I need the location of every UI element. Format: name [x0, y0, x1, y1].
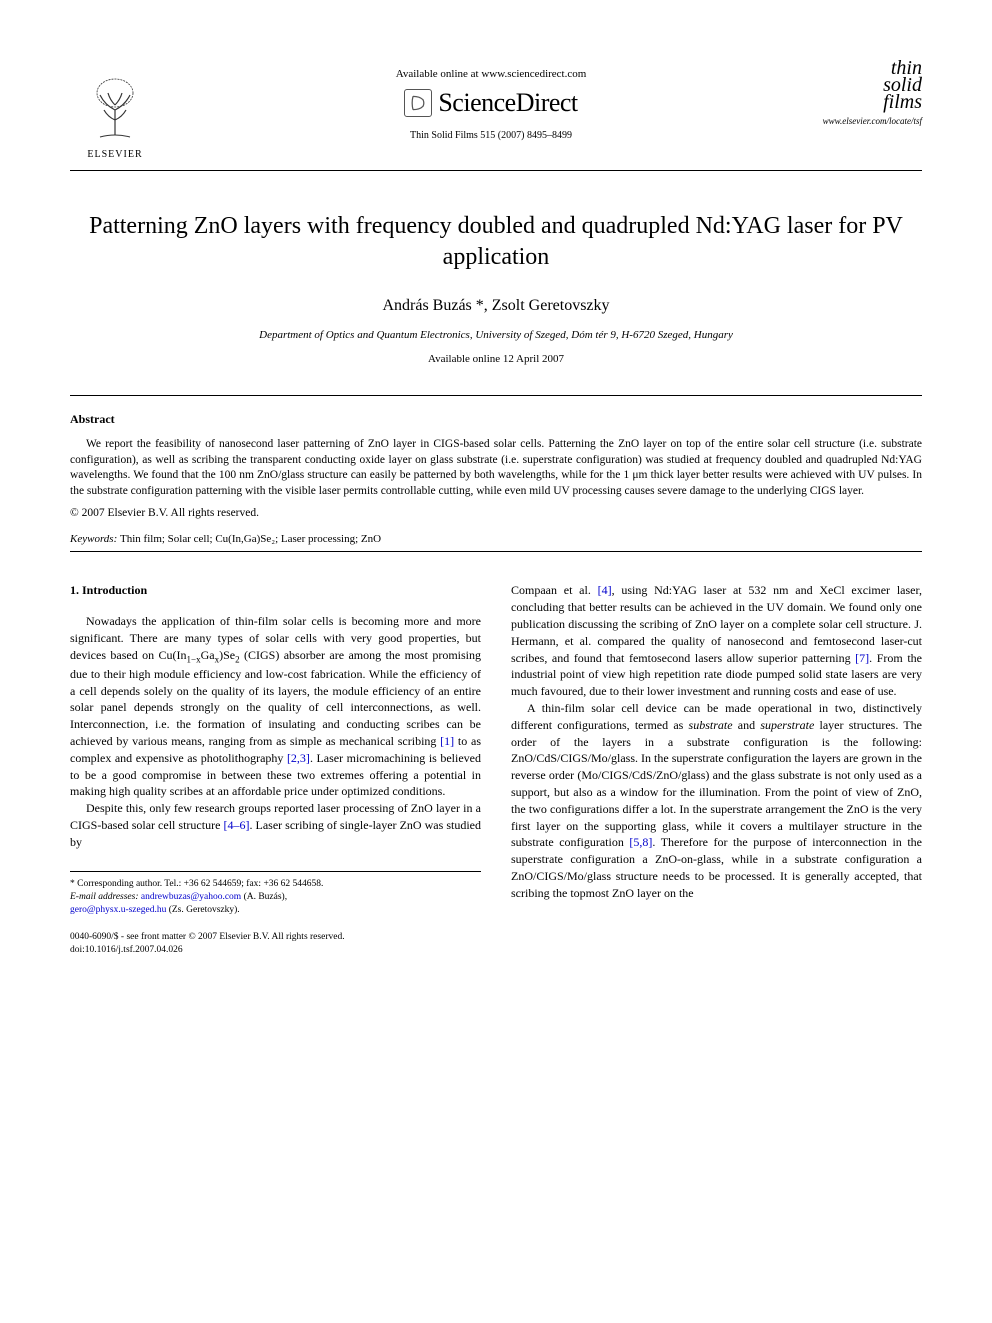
- left-column: 1. Introduction Nowadays the application…: [70, 582, 481, 956]
- corresponding-author: * Corresponding author. Tel.: +36 62 544…: [70, 878, 481, 891]
- ref-link-4-6[interactable]: [4–6]: [223, 818, 249, 832]
- intro-paragraph-2-right: Compaan et al. [4], using Nd:YAG laser a…: [511, 582, 922, 700]
- elsevier-tree-icon: [80, 75, 150, 145]
- date-line: Available online 12 April 2007: [70, 353, 922, 365]
- issn-line: 0040-6090/$ - see front matter © 2007 El…: [70, 931, 481, 943]
- affiliation: Department of Optics and Quantum Electro…: [70, 329, 922, 341]
- email-link-1[interactable]: andrewbuzas@yahoo.com: [141, 892, 241, 902]
- right-column: Compaan et al. [4], using Nd:YAG laser a…: [511, 582, 922, 956]
- paper-title: Patterning ZnO layers with frequency dou…: [70, 211, 922, 273]
- journal-logo: thin solid films www.elsevier.com/locate…: [822, 60, 922, 140]
- journal-url: www.elsevier.com/locate/tsf: [822, 118, 922, 126]
- body-columns: 1. Introduction Nowadays the application…: [70, 582, 922, 956]
- email-addresses: E-mail addresses: andrewbuzas@yahoo.com …: [70, 891, 481, 918]
- footnotes: * Corresponding author. Tel.: +36 62 544…: [70, 871, 481, 918]
- elsevier-logo: ELSEVIER: [70, 60, 160, 160]
- intro-paragraph-1: Nowadays the application of thin-film so…: [70, 613, 481, 800]
- ref-link-5-8[interactable]: [5,8]: [629, 835, 652, 849]
- keywords-line: Keywords: Thin film; Solar cell; Cu(In,G…: [70, 533, 922, 545]
- abstract-text: We report the feasibility of nanosecond …: [70, 437, 922, 499]
- ref-link-1[interactable]: [1]: [440, 734, 454, 748]
- header-row: ELSEVIER Available online at www.science…: [70, 60, 922, 160]
- abstract-top-divider: [70, 395, 922, 396]
- elsevier-label: ELSEVIER: [87, 149, 142, 160]
- journal-reference: Thin Solid Films 515 (2007) 8495–8499: [160, 130, 822, 141]
- abstract-bottom-divider: [70, 551, 922, 552]
- intro-paragraph-2-left: Despite this, only few research groups r…: [70, 800, 481, 850]
- ref-link-4[interactable]: [4]: [598, 583, 612, 597]
- ref-link-2-3[interactable]: [2,3]: [287, 751, 310, 765]
- sciencedirect-wordmark: ScienceDirect: [438, 88, 577, 118]
- abstract-heading: Abstract: [70, 412, 922, 427]
- intro-paragraph-3: A thin-film solar cell device can be mad…: [511, 700, 922, 902]
- keywords-label: Keywords:: [70, 533, 117, 545]
- sciencedirect-row: ScienceDirect: [160, 88, 822, 118]
- abstract-copyright: © 2007 Elsevier B.V. All rights reserved…: [70, 507, 922, 519]
- center-header: Available online at www.sciencedirect.co…: [160, 60, 822, 141]
- introduction-heading: 1. Introduction: [70, 582, 481, 599]
- abstract-body: We report the feasibility of nanosecond …: [70, 438, 922, 497]
- email-link-2[interactable]: gero@physx.u-szeged.hu: [70, 905, 166, 915]
- journal-logo-line3: films: [883, 94, 922, 111]
- keywords-text: Thin film; Solar cell; Cu(In,Ga)Se₂; Las…: [120, 533, 381, 545]
- sciencedirect-icon: [404, 89, 432, 117]
- header-divider: [70, 170, 922, 171]
- authors: András Buzás *, Zsolt Geretovszky: [70, 297, 922, 315]
- doi-line: doi:10.1016/j.tsf.2007.04.026: [70, 944, 481, 956]
- ref-link-7[interactable]: [7]: [855, 651, 869, 665]
- footer-meta: 0040-6090/$ - see front matter © 2007 El…: [70, 931, 481, 956]
- available-online-text: Available online at www.sciencedirect.co…: [160, 68, 822, 80]
